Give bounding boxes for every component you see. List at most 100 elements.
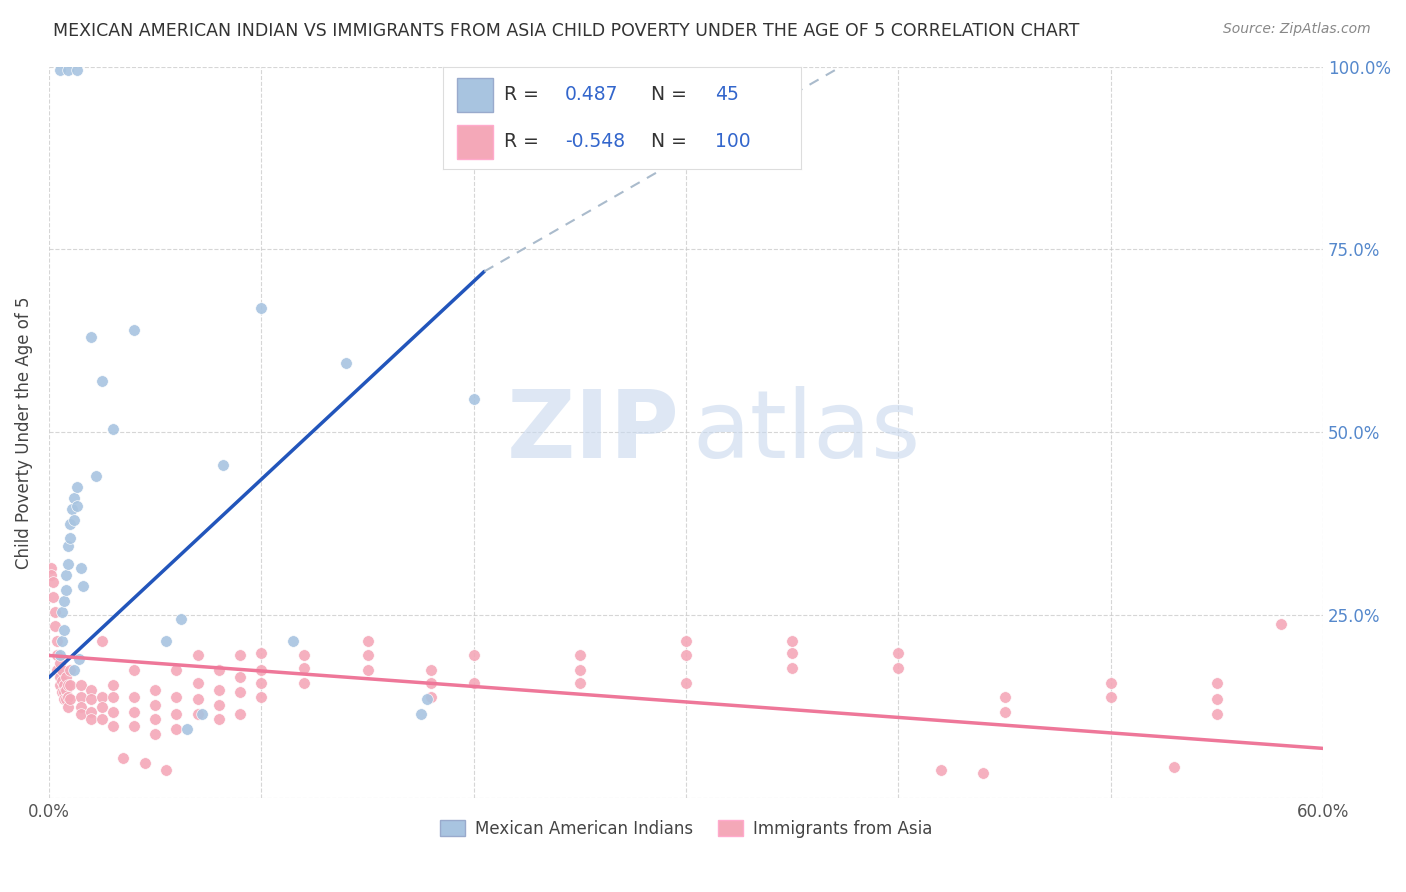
Point <box>463 675 485 690</box>
Point <box>208 682 231 697</box>
Point <box>212 458 235 473</box>
Point <box>59 516 82 531</box>
Point <box>69 560 91 574</box>
Point <box>91 374 114 388</box>
Point <box>112 751 135 765</box>
Text: 45: 45 <box>716 85 740 104</box>
Point <box>1099 675 1122 690</box>
Point <box>250 646 273 660</box>
Point <box>143 727 166 741</box>
Point <box>250 690 273 705</box>
Point <box>463 392 485 407</box>
Point <box>69 706 91 721</box>
Text: ZIP: ZIP <box>506 386 679 478</box>
Point <box>994 705 1017 719</box>
Point <box>208 698 231 712</box>
Point <box>1099 690 1122 705</box>
Point <box>187 706 209 721</box>
Point <box>250 301 273 315</box>
Point <box>356 663 378 677</box>
Point <box>780 646 803 660</box>
Point <box>39 560 62 574</box>
Point <box>929 764 952 778</box>
Point <box>56 557 79 571</box>
Point <box>176 722 198 736</box>
Point <box>48 648 70 663</box>
Point <box>67 652 90 666</box>
Point <box>122 663 145 677</box>
Point <box>416 692 439 706</box>
Point <box>51 633 73 648</box>
Text: -0.548: -0.548 <box>565 132 624 152</box>
Point <box>80 682 103 697</box>
Point <box>60 502 83 516</box>
Point <box>55 670 77 684</box>
Point <box>46 633 69 648</box>
Point <box>46 648 69 663</box>
Point <box>80 330 103 344</box>
Point <box>39 568 62 582</box>
Point <box>55 582 77 597</box>
Point <box>48 678 70 692</box>
Text: MEXICAN AMERICAN INDIAN VS IMMIGRANTS FROM ASIA CHILD POVERTY UNDER THE AGE OF 5: MEXICAN AMERICAN INDIAN VS IMMIGRANTS FR… <box>53 22 1080 40</box>
Legend: Mexican American Indians, Immigrants from Asia: Mexican American Indians, Immigrants fro… <box>433 814 939 845</box>
Point <box>994 690 1017 705</box>
Point <box>887 646 910 660</box>
Point <box>80 705 103 719</box>
Point <box>420 675 443 690</box>
Point <box>101 690 124 705</box>
Point <box>229 706 252 721</box>
Point <box>208 663 231 677</box>
Point <box>84 469 107 483</box>
Point <box>48 656 70 670</box>
Point <box>52 685 75 699</box>
Point <box>229 648 252 663</box>
Point <box>56 63 79 78</box>
Point <box>56 678 79 692</box>
Point <box>165 706 187 721</box>
Text: Source: ZipAtlas.com: Source: ZipAtlas.com <box>1223 22 1371 37</box>
Point <box>568 648 591 663</box>
Point <box>187 648 209 663</box>
Point <box>42 575 65 590</box>
Point <box>292 648 315 663</box>
Point <box>51 663 73 677</box>
Point <box>48 670 70 684</box>
Point <box>292 675 315 690</box>
Point <box>1206 692 1229 706</box>
Point <box>56 690 79 705</box>
Point <box>101 678 124 692</box>
Point <box>283 633 305 648</box>
Point <box>51 605 73 619</box>
Point <box>42 590 65 604</box>
Point <box>335 356 357 370</box>
Point <box>101 719 124 733</box>
Point <box>101 705 124 719</box>
Point <box>65 480 87 494</box>
Point <box>1270 617 1292 632</box>
Point <box>143 698 166 712</box>
Point <box>63 491 86 506</box>
Point <box>44 605 66 619</box>
Point <box>165 690 187 705</box>
Point <box>143 682 166 697</box>
Point <box>51 685 73 699</box>
Point <box>52 692 75 706</box>
Point <box>1206 675 1229 690</box>
FancyBboxPatch shape <box>457 78 494 112</box>
Y-axis label: Child Poverty Under the Age of 5: Child Poverty Under the Age of 5 <box>15 296 32 568</box>
Point <box>1163 760 1185 774</box>
Point <box>675 633 697 648</box>
Point <box>69 678 91 692</box>
Point <box>250 675 273 690</box>
Point <box>568 663 591 677</box>
Point <box>972 765 994 780</box>
Point <box>155 764 177 778</box>
Point <box>187 692 209 706</box>
Text: atlas: atlas <box>692 386 921 478</box>
Point <box>55 682 77 697</box>
Point <box>56 699 79 714</box>
Point <box>52 593 75 607</box>
Point <box>69 699 91 714</box>
Point <box>356 648 378 663</box>
